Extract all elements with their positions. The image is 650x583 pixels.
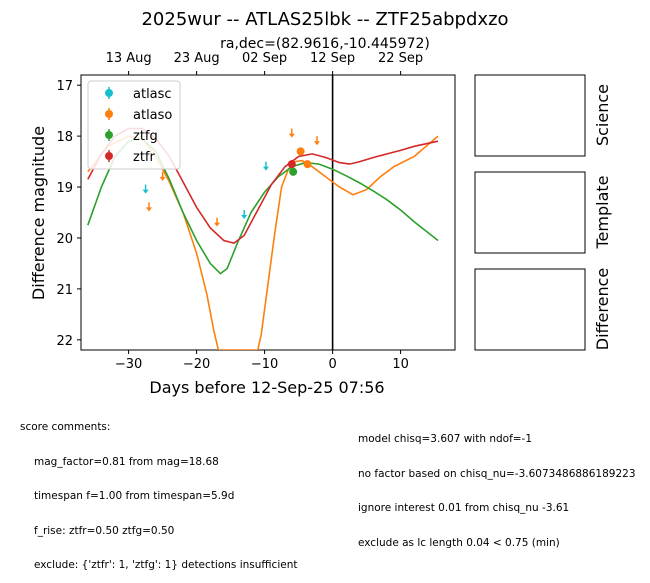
score-comments-heading: score comments: <box>20 421 111 433</box>
x-tick-label: 10 <box>392 357 409 372</box>
legend-label-atlaso: atlaso <box>133 108 172 123</box>
top-tick-label: 12 Sep <box>310 51 355 66</box>
light-curve-figure: 2025wur -- ATLAS25lbk -- ZTF25abpdxzo ra… <box>29 9 612 397</box>
top-tick-label: 13 Aug <box>106 51 152 66</box>
y-tick-label: 17 <box>56 79 73 94</box>
image-panels: Science Template Difference <box>474 74 612 351</box>
panel-label-difference: Difference <box>593 268 612 350</box>
legend-label-ztfg: ztfg <box>133 129 158 144</box>
atlasc-limit-head <box>262 166 269 171</box>
legend-marker <box>105 131 113 139</box>
top-tick-label: 22 Sep <box>378 51 423 66</box>
atlaso-limit-head <box>288 133 295 138</box>
panel-label-science: Science <box>593 84 612 146</box>
atlaso-limit-head <box>159 176 166 181</box>
atlaso-limit-head <box>146 207 152 212</box>
legend-frame <box>87 80 181 170</box>
panel-template <box>474 171 586 254</box>
x-tick-label: 0 <box>328 357 336 372</box>
legend-marker <box>105 110 113 118</box>
y-tick-label: 19 <box>56 181 73 196</box>
comment-line: f_rise: ztfr=0.50 ztfg=0.50 <box>34 524 175 537</box>
comment-line: mag_factor=0.81 from mag=18.68 <box>34 455 219 468</box>
atlaso-point <box>296 147 305 156</box>
panel-science <box>474 74 586 157</box>
panel-difference <box>474 268 586 351</box>
legend-label-atlasc: atlasc <box>133 87 172 102</box>
x-tick-label: −10 <box>251 357 278 372</box>
score-comments-right: model chisq=3.607 with ndof=-1 no factor… <box>358 411 650 561</box>
x-tick-label: −20 <box>183 357 210 372</box>
atlaso-point <box>303 160 312 169</box>
chart-title: 2025wur -- ATLAS25lbk -- ZTF25abpdxzo <box>141 9 508 30</box>
atlasc-limit-head <box>241 215 248 220</box>
ztfr-point <box>287 160 296 169</box>
y-tick-label: 18 <box>56 130 73 145</box>
comment-line: no factor based on chisq_nu=-3.607348688… <box>358 467 636 480</box>
score-comments-left: score comments: mag_factor=0.81 from mag… <box>20 399 297 583</box>
chart-subtitle: ra,dec=(82.9616,-10.445972) <box>220 36 430 52</box>
x-tick-label: −30 <box>115 357 142 372</box>
plot-area: −30 −20 −10 0 10 17 18 19 20 21 22 13 Aug 23 Aug 02 S… <box>56 51 456 372</box>
top-tick-label: 02 Sep <box>242 51 287 66</box>
comment-line: model chisq=3.607 with ndof=-1 <box>358 433 533 445</box>
atlasc-limit-head <box>142 189 149 194</box>
legend-marker <box>105 89 113 97</box>
top-tick-label: 23 Aug <box>174 51 220 66</box>
comment-line: timespan f=1.00 from timespan=5.9d <box>34 490 235 502</box>
comment-line: exclude as lc length 0.04 < 0.75 (min) <box>358 536 560 549</box>
legend-marker <box>105 152 113 160</box>
y-tick-label: 22 <box>56 334 73 349</box>
panel-label-template: Template <box>593 175 612 249</box>
y-axis-label: Difference magnitude <box>29 126 48 300</box>
atlaso-limit-head <box>313 141 320 146</box>
x-axis-label: Days before 12-Sep-25 07:56 <box>149 378 384 397</box>
y-tick-label: 21 <box>56 283 73 298</box>
legend: atlasc atlaso ztfg ztfr <box>87 80 181 170</box>
y-tick-label: 20 <box>56 232 73 247</box>
legend-label-ztfr: ztfr <box>133 150 155 165</box>
comment-line: exclude: {'ztfr': 1, 'ztfg': 1} detectio… <box>34 559 298 571</box>
atlaso-limit-head <box>214 222 220 227</box>
comment-line: ignore interest 0.01 from chisq_nu -3.61 <box>358 502 570 514</box>
axes-frame <box>80 74 456 351</box>
ztfg-point <box>289 167 298 176</box>
